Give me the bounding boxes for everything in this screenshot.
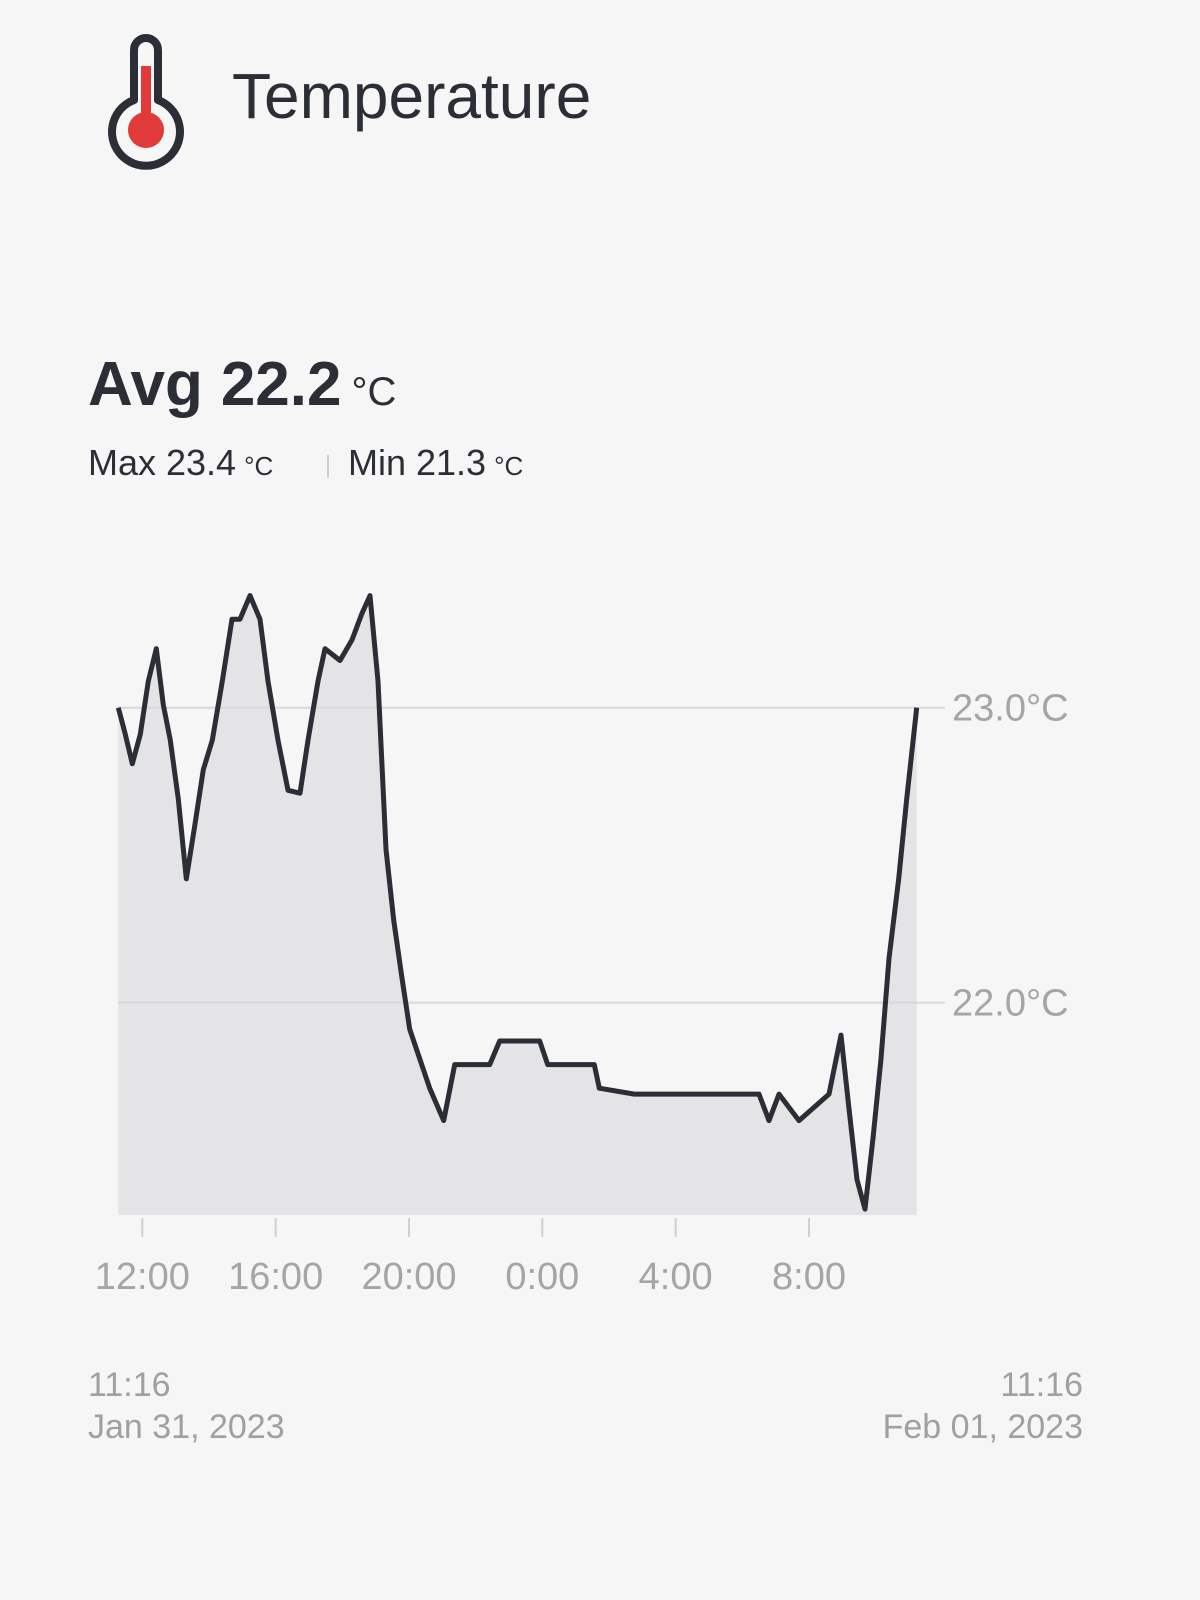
- min-stat: Min 21.3 °C: [348, 442, 523, 483]
- max-stat: Max 23.4 °C: [88, 442, 273, 483]
- min-label: Min: [348, 442, 406, 483]
- y-tick-label: 23.0°C: [952, 688, 1069, 730]
- thermometer-icon: [108, 34, 184, 170]
- line: [115, 593, 920, 1212]
- min-value: 21.3: [416, 442, 486, 483]
- x-tick-label: 4:00: [639, 1256, 713, 1298]
- x-tick-label: 12:00: [95, 1256, 190, 1298]
- page-title: Temperature: [232, 60, 591, 132]
- avg-unit: °C: [352, 370, 397, 414]
- avg-value: 22.2: [221, 350, 342, 419]
- max-value: 23.4: [166, 442, 236, 483]
- max-label: Max: [88, 442, 156, 483]
- x-tick-label: 20:00: [361, 1256, 456, 1298]
- min-unit: °C: [494, 451, 523, 481]
- end-time: 11:16: [1000, 1366, 1083, 1404]
- x-tick-label: 0:00: [505, 1256, 579, 1298]
- chart: 22.0°C 23.0°C 12:00 16:00 20:00 0:00 4:00 8:00: [95, 593, 1069, 1298]
- start-time: 11:16: [88, 1366, 171, 1404]
- start-date: Jan 31, 2023: [88, 1408, 285, 1446]
- avg-label: Avg: [88, 350, 203, 419]
- x-tick-label: 16:00: [228, 1256, 323, 1298]
- x-tick-label: 8:00: [772, 1256, 846, 1298]
- avg-stat: Avg 22.2 °C: [88, 350, 396, 419]
- y-tick-label: 22.0°C: [952, 983, 1069, 1025]
- area-fill: [118, 595, 917, 1215]
- end-date: Feb 01, 2023: [883, 1408, 1083, 1446]
- max-unit: °C: [244, 451, 273, 481]
